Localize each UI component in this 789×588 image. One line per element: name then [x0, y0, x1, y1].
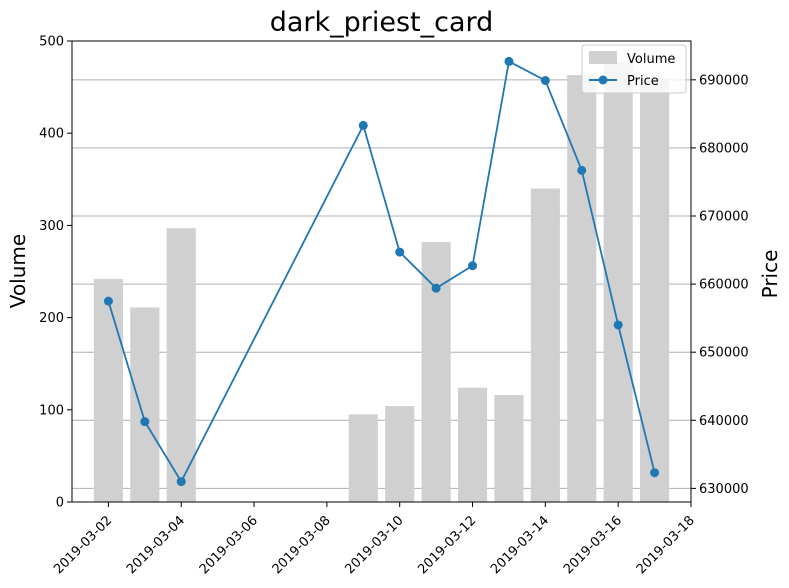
y-left-tick-label-5: 500: [39, 35, 64, 50]
y-axis-left: 0 100 200 300 400 500: [39, 35, 72, 511]
price-point-10: [613, 320, 623, 330]
price-point-6: [468, 261, 478, 271]
price-point-5: [431, 283, 441, 293]
y-left-tick-label-4: 400: [39, 127, 64, 142]
volume-bar-11: [640, 77, 670, 502]
legend-swatch-volume: [589, 51, 617, 64]
y-right-tick-label-4: 670000: [699, 210, 749, 225]
volume-bar-4: [385, 406, 415, 502]
price-point-7: [504, 56, 514, 66]
y-left-tick-label-1: 100: [39, 403, 64, 418]
y-axis-right: 630000 640000 650000 660000 670000 680000 6900…: [691, 73, 749, 497]
price-point-4: [395, 247, 405, 257]
legend-label-price: Price: [627, 74, 659, 89]
volume-bar-3: [348, 414, 378, 502]
y-right-tick-label-6: 690000: [699, 73, 749, 88]
legend-label-volume: Volume: [627, 52, 675, 67]
price-point-0: [103, 296, 113, 306]
y-axis-left-label: Volume: [6, 234, 30, 308]
volume-bar-0: [93, 278, 123, 502]
volume-bar-8: [530, 188, 560, 502]
y-left-tick-label-2: 200: [39, 311, 64, 326]
volume-bar-7: [494, 395, 524, 502]
y-left-tick-label-3: 300: [39, 219, 64, 234]
price-point-11: [650, 468, 660, 478]
legend-marker-price: [598, 75, 608, 85]
price-point-8: [540, 75, 550, 85]
y-right-tick-label-5: 680000: [699, 141, 749, 156]
price-line: [103, 56, 660, 487]
price-point-9: [577, 165, 587, 175]
price-point-1: [140, 417, 150, 427]
y-right-tick-label-2: 650000: [699, 346, 749, 361]
legend: Volume Price: [581, 44, 687, 94]
price-point-3: [358, 120, 368, 130]
price-point-2: [176, 477, 186, 487]
volume-bar-1: [130, 307, 160, 502]
y-right-tick-label-0: 630000: [699, 482, 749, 497]
volume-bars: [93, 62, 670, 503]
volume-bar-2: [166, 228, 196, 502]
y-right-tick-label-3: 660000: [699, 278, 749, 293]
y-right-tick-label-1: 640000: [699, 414, 749, 429]
volume-bar-6: [457, 387, 488, 502]
volume-bar-9: [567, 75, 597, 502]
price-line-path: [107, 60, 656, 484]
chart-title: dark_priest_card: [270, 7, 494, 38]
plot-frame: [71, 40, 692, 503]
y-axis-right-label: Price: [758, 250, 782, 299]
y-left-tick-label-0: 0: [56, 496, 64, 511]
